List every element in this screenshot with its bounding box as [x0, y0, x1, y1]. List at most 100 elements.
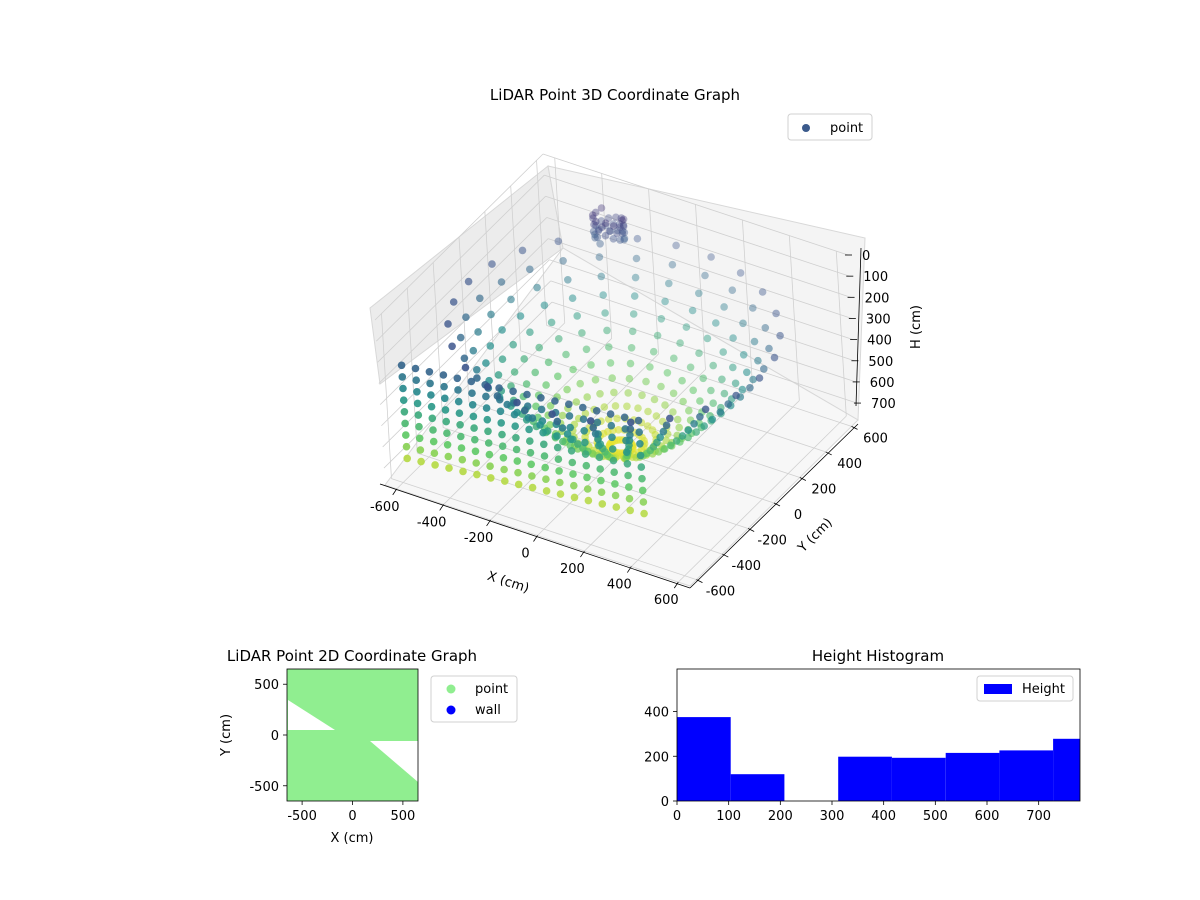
point-3d — [634, 404, 642, 413]
point-3d — [692, 428, 700, 436]
point-3d — [542, 475, 550, 484]
point-3d — [609, 220, 618, 228]
point-3d — [444, 320, 452, 328]
point-3d — [498, 430, 506, 439]
point-3d — [415, 422, 423, 431]
point-3d — [441, 394, 449, 403]
point-3d — [399, 384, 407, 393]
point-3d — [601, 221, 610, 230]
y-tick-label-3d: 0 — [794, 508, 802, 523]
x-tick-mark-3d — [486, 519, 491, 527]
point-3d — [498, 355, 507, 364]
point-3d — [416, 446, 425, 454]
chart-2d-title: LiDAR Point 2D Coordinate Graph — [227, 647, 477, 665]
z-tick-label-3d: 500 — [868, 355, 893, 370]
point-3d — [559, 437, 567, 446]
grid-back-h-3 — [546, 217, 852, 319]
point-3d — [690, 420, 698, 428]
point-3d — [739, 319, 747, 328]
point-3d — [619, 222, 628, 231]
x-tick-mark-3d — [580, 550, 585, 558]
point-3d — [439, 371, 448, 379]
point-3d — [579, 415, 588, 424]
point-3d — [614, 426, 623, 434]
z-ticks-3d: 0 100 200 300 400 500 600 700 — [845, 249, 896, 412]
point-3d — [587, 361, 595, 369]
y-tick-mark-3d — [799, 477, 807, 481]
point-3d — [728, 286, 737, 295]
grid-left-h-6 — [382, 280, 551, 448]
point-3d — [736, 269, 745, 277]
point-3d — [678, 432, 687, 440]
point-3d — [620, 235, 628, 244]
point-3d — [531, 368, 539, 377]
point-3d — [573, 312, 581, 320]
point-3d — [622, 436, 630, 445]
grid-back-h-4 — [548, 238, 854, 340]
point-3d — [562, 350, 570, 359]
point-3d — [580, 427, 588, 435]
point-3d — [607, 421, 616, 430]
point-3d — [582, 345, 591, 354]
point-3d — [522, 380, 531, 388]
point-3d — [568, 458, 577, 467]
point-3d — [468, 389, 476, 398]
point-3d — [616, 236, 624, 244]
x-tick-label-3d: 400 — [607, 578, 632, 593]
x-tick-label-3d: -600 — [370, 500, 400, 515]
y-tick-mark-3d — [722, 553, 729, 558]
histogram-bar — [999, 750, 1054, 801]
point-3d — [510, 368, 519, 376]
point-3d — [402, 431, 410, 439]
point-3d — [476, 294, 484, 303]
point-3d — [609, 235, 618, 243]
y-tick-label-2d: -500 — [249, 780, 279, 795]
point-3d — [540, 452, 549, 460]
y-tick-label-3d: 400 — [837, 457, 862, 472]
point-3d — [670, 354, 678, 363]
point-3d — [672, 241, 680, 250]
point-3d — [591, 234, 599, 242]
point-3d — [503, 400, 512, 409]
point-3d — [507, 295, 515, 304]
point-3d — [469, 412, 478, 421]
legend-histogram-box — [976, 675, 1074, 702]
point-3d — [542, 381, 550, 389]
point-3d — [684, 426, 693, 435]
point-3d — [569, 365, 577, 374]
point-3d — [612, 213, 620, 222]
point-3d — [458, 455, 467, 464]
point-3d — [606, 227, 615, 235]
point-3d — [750, 337, 759, 346]
point-3d — [467, 377, 476, 386]
point-3d — [660, 445, 669, 453]
point-3d — [453, 374, 462, 383]
point-3d — [532, 402, 540, 411]
point-3d — [473, 374, 481, 382]
point-3d — [619, 215, 628, 224]
point-region — [287, 669, 418, 801]
grid-floor-x-6 — [677, 415, 847, 583]
grid-left-y-4 — [484, 211, 496, 377]
x-tick-label-3d: 600 — [654, 593, 679, 608]
point-3d — [526, 328, 534, 337]
legend-2d-wall-label: wall — [475, 703, 501, 718]
point-3d — [528, 472, 536, 480]
point-3d — [537, 405, 546, 414]
point-3d — [471, 447, 480, 456]
point-3d — [724, 400, 732, 408]
point-3d — [613, 414, 621, 423]
y-axis-label-2d: Y (cm) — [219, 714, 234, 757]
point-3d — [510, 410, 519, 419]
y-tick-label-3d: -400 — [732, 559, 762, 574]
point-3d — [512, 445, 521, 454]
point-3d — [707, 386, 715, 395]
point-3d — [483, 415, 492, 424]
point-3d — [461, 363, 470, 372]
point-3d — [619, 221, 628, 229]
y-tick-mark-3d — [747, 528, 755, 532]
legend-2d: point wall — [430, 675, 518, 723]
point-3d — [612, 503, 621, 511]
point-3d — [413, 388, 421, 396]
histogram-bar — [945, 752, 1000, 801]
